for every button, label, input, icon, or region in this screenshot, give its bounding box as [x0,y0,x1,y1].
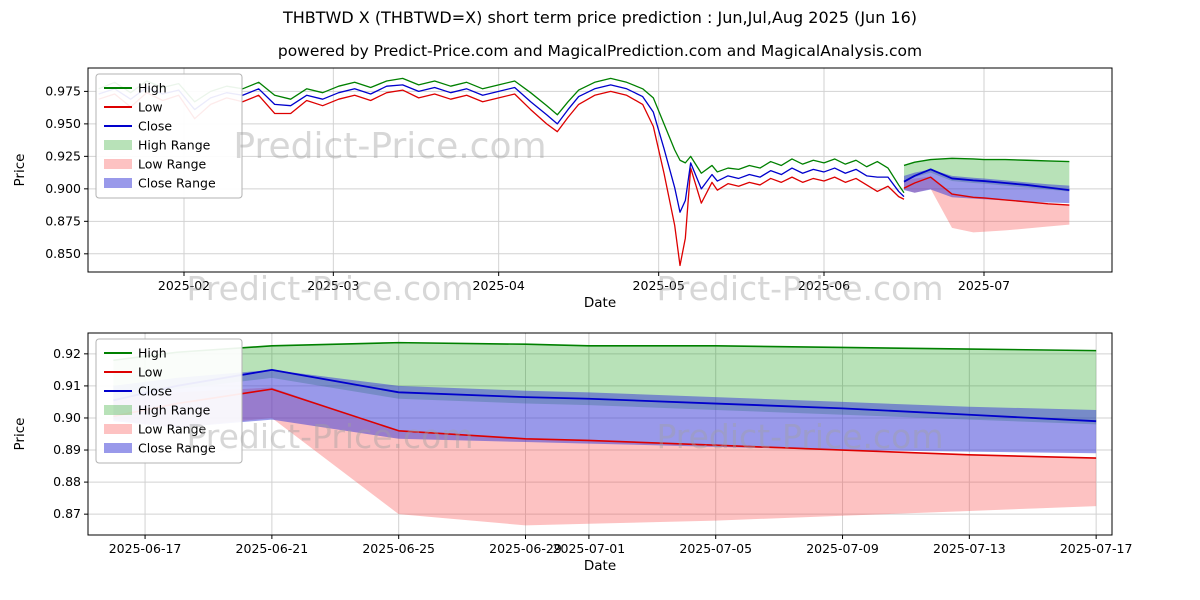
legend-swatch-low-range [104,159,132,169]
y-axis-label: Price [12,154,28,187]
legend-label: Close Range [138,441,216,456]
band-close-range [113,369,1097,454]
y-tick-label: 0.900 [45,181,81,196]
x-tick-label: 2025-06 [798,278,850,293]
price-forecast-chart: 2025-06-17 2025-06-21 2025-06-25 2025-06-29… [12,332,1133,574]
legend-label: Close [138,384,172,399]
legend-swatch-low-range [104,424,132,434]
legend-label: Low [138,100,163,115]
y-tick-label: 0.92 [53,346,81,361]
x-tick-label: 2025-06-29 [489,541,562,556]
legend-label: High Range [138,138,211,153]
watermark-text: Predict-Price.com [233,126,546,167]
legend-label: Close [138,119,172,134]
x-tick-label: 2025-04 [473,278,525,293]
x-tick-label: 2025-05 [633,278,685,293]
chart-title: THBTWD X (THBTWD=X) short term price pre… [282,8,918,27]
legend: High Low Close High Range Low Range Close Ran… [95,73,243,199]
chart-subtitle: powered by Predict-Price.com and Magical… [277,42,923,60]
line-high-forecast [903,157,1070,167]
x-tick-label: 2025-02 [158,278,210,293]
legend-label: High [138,346,167,361]
legend-swatch-high-range [104,405,132,415]
band-close-range [904,169,1070,204]
legend-swatch-close-range [104,443,132,453]
y-tick-label: 0.90 [53,410,81,425]
legend-label: Low Range [138,157,207,172]
y-tick-label: 0.89 [53,442,81,457]
legend-label: Low [138,365,163,380]
plot-border [87,332,1113,536]
legend-label: Close Range [138,176,216,191]
x-axis-label: Date [584,558,616,574]
x-tick-label: 2025-07-01 [553,541,626,556]
watermark-text: Predict-Price.com [186,269,473,308]
x-tick-label: 2025-07-13 [933,541,1006,556]
line-close-forecast [903,168,1070,192]
legend-label: High Range [138,403,211,418]
y-tick-label: 0.950 [45,116,81,131]
price-history-chart: 2025-02 2025-03 2025-04 2025-05 2025-06 2025-… [12,67,1113,311]
legend-label: Low Range [138,422,207,437]
x-tick-label: 2025-07-17 [1060,541,1133,556]
legend-swatch-close-range [104,178,132,188]
x-tick-label: 2025-06-25 [362,541,435,556]
legend-label: High [138,81,167,96]
legend-box [95,338,243,464]
line-high [98,77,905,194]
y-tick-label: 0.87 [53,506,81,521]
y-tick-label: 0.975 [45,83,81,98]
watermark-text: Predict-Price.com [656,417,943,456]
plot-border [87,67,1113,273]
legend-box [95,73,243,199]
y-tick-label: 0.91 [53,378,81,393]
y-tick-label: 0.88 [53,474,81,489]
x-tick-label: 2025-06-17 [109,541,182,556]
line-low-forecast [903,176,1070,206]
x-tick-label: 2025-06-21 [236,541,309,556]
x-tick-label: 2025-07 [958,278,1010,293]
line-low [98,89,905,267]
legend: High Low Close High Range Low Range Close Ran… [95,338,243,464]
watermark-text: Predict-Price.com [656,269,943,308]
y-axis-label: Price [12,418,28,451]
y-tick-label: 0.875 [45,213,81,228]
y-tick-label: 0.925 [45,148,81,163]
x-tick-label: 2025-07-09 [806,541,879,556]
x-tick-label: 2025-03 [307,278,359,293]
line-close [98,84,905,213]
x-axis-label: Date [584,295,616,311]
legend-swatch-high-range [104,140,132,150]
y-tick-label: 0.850 [45,246,81,261]
x-tick-label: 2025-07-05 [679,541,752,556]
watermark-text: Predict-Price.com [186,417,473,456]
